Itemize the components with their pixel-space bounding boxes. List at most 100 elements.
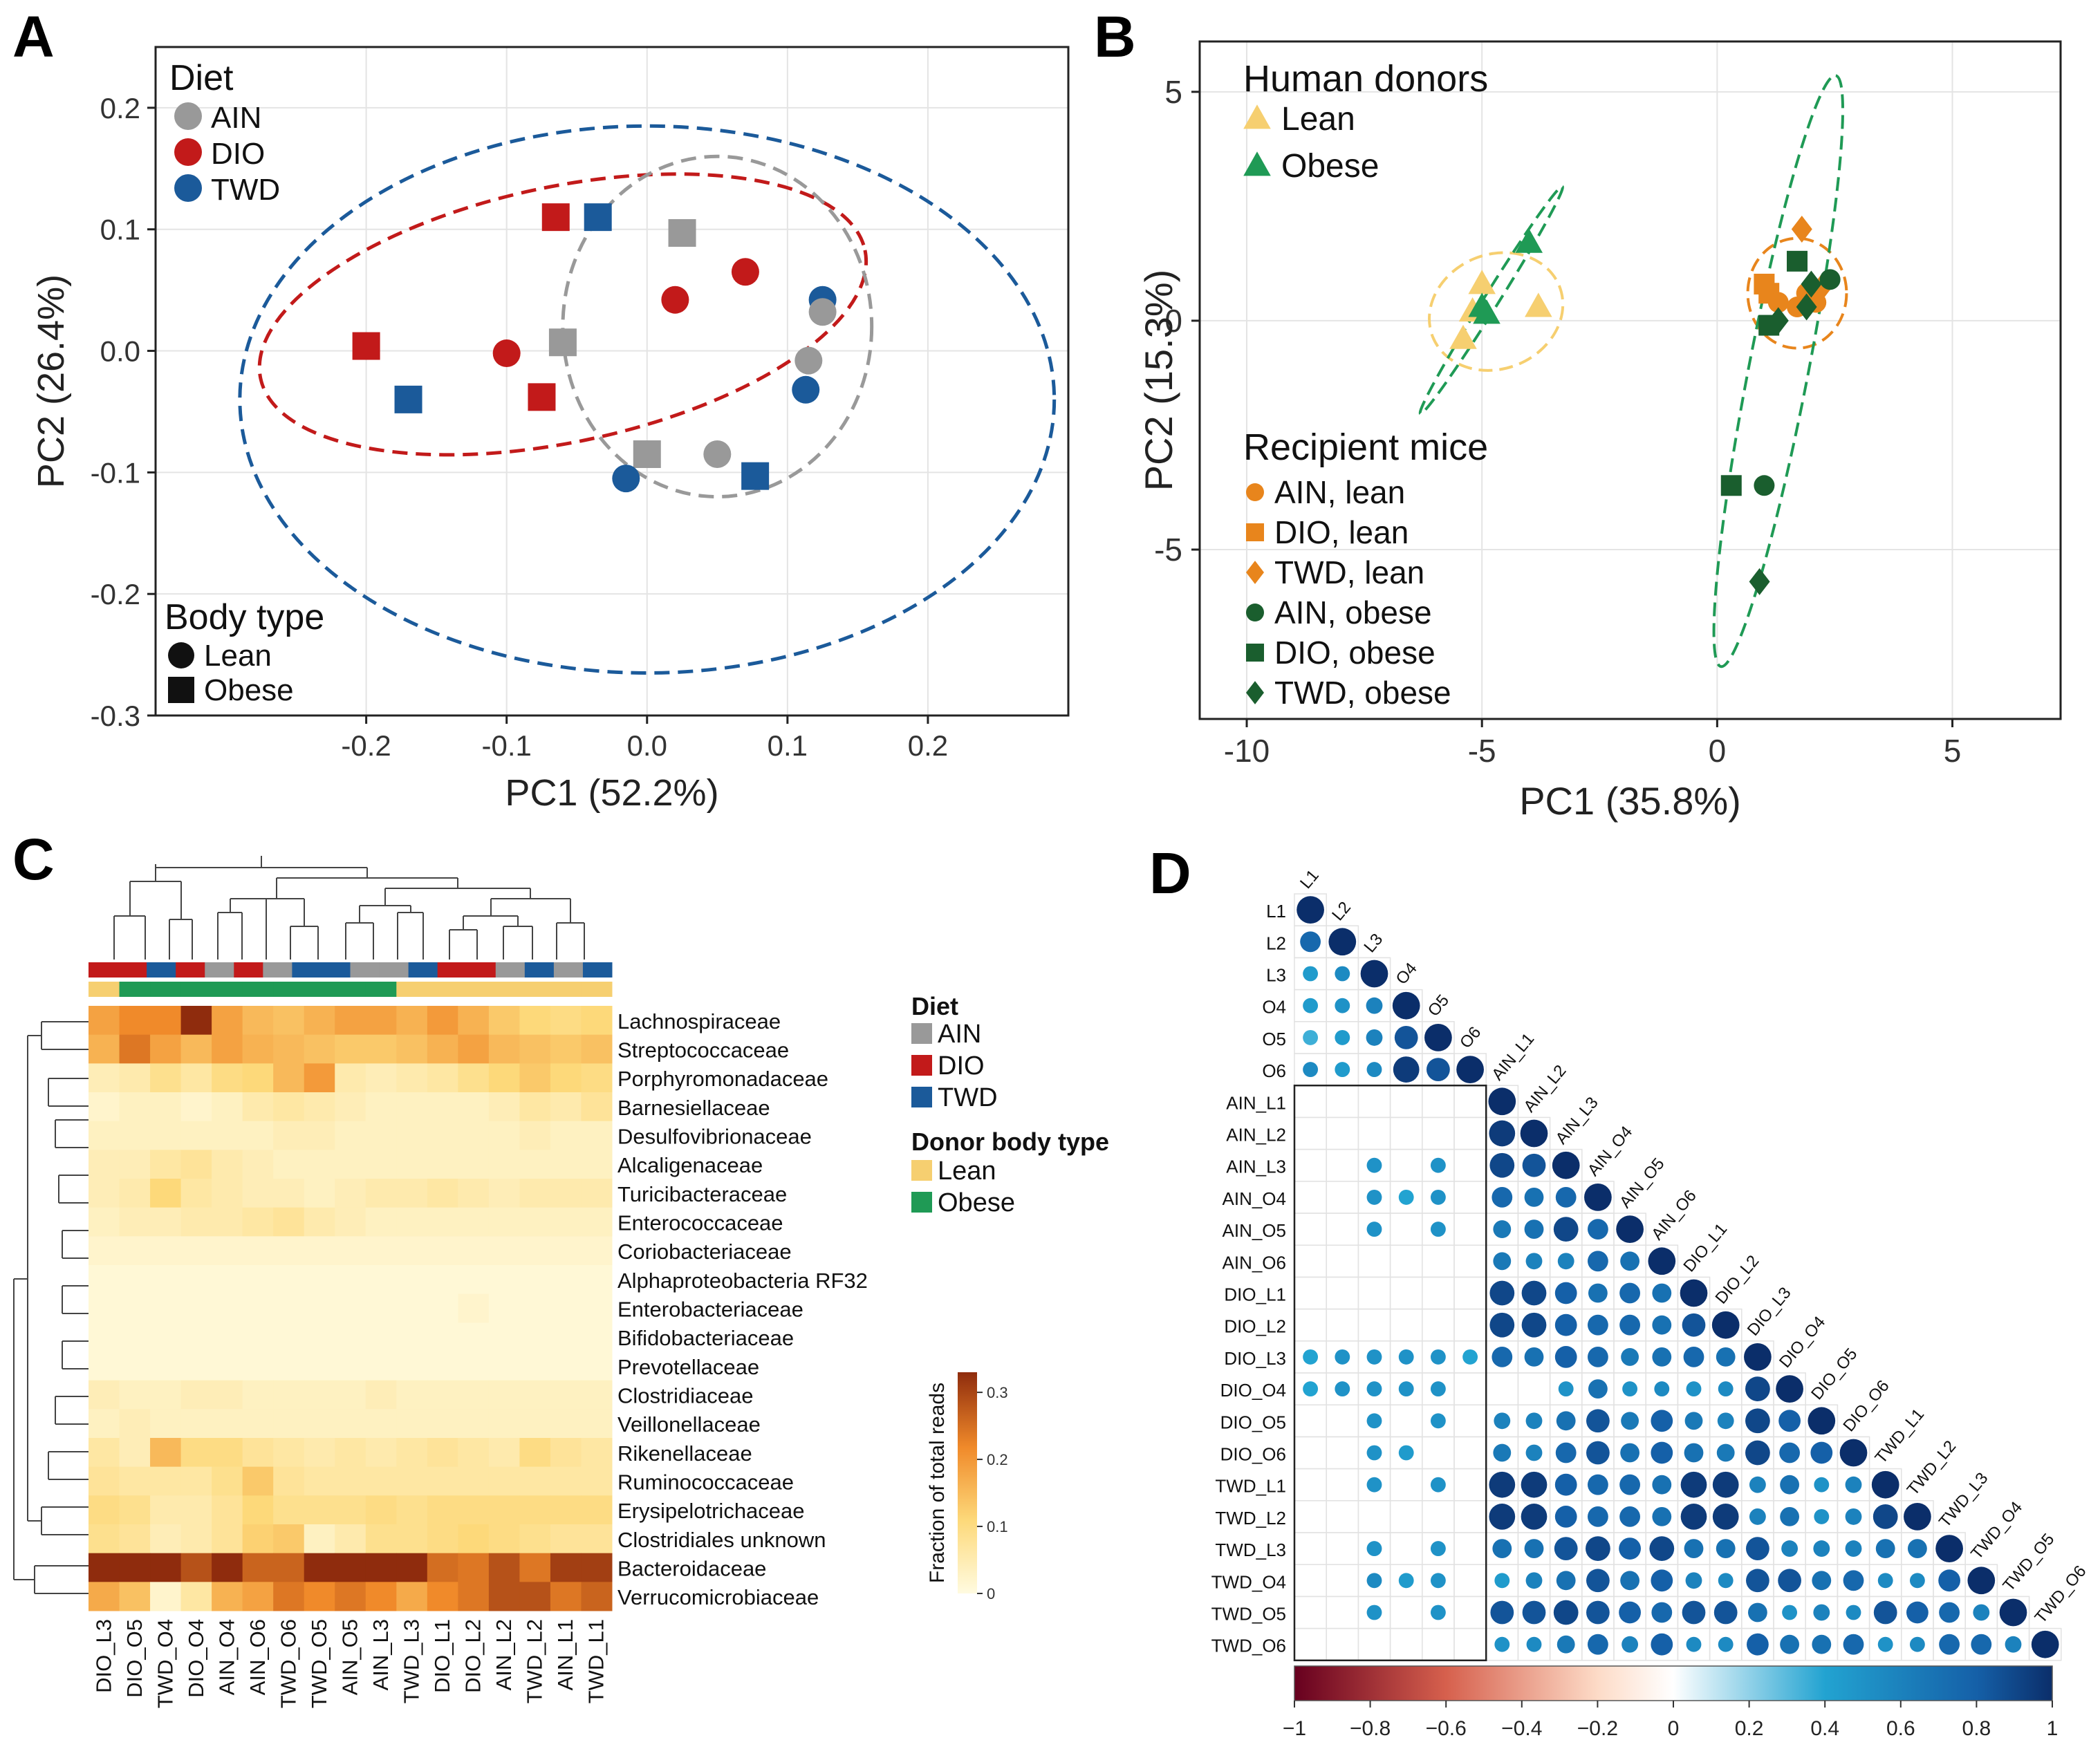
c-heatmap-cell [89, 1034, 120, 1064]
c-heatmap-cell [335, 1495, 366, 1525]
c-heatmap-cell [242, 1063, 274, 1093]
d-colorbar-tick-label: −0.4 [1501, 1717, 1542, 1740]
c-heatmap-cell [550, 1006, 582, 1036]
c-heatmap-cell [304, 1582, 335, 1611]
d-colorbar [1294, 1665, 2053, 1701]
c-heatmap-cell [458, 1409, 490, 1439]
c-heatmap-cell [519, 1006, 551, 1036]
d-corr-circle [1717, 1412, 1734, 1430]
d-corr-circle [1398, 1573, 1414, 1589]
b-point [1791, 215, 1812, 243]
c-heatmap-cell [550, 1495, 582, 1525]
c-heatmap-cell [488, 1352, 520, 1381]
c-heatmap-cell [519, 1179, 551, 1208]
d-corr-circle [1525, 1444, 1543, 1461]
a-legend-body-label: Lean [204, 639, 272, 673]
c-heatmap-cell [180, 1006, 212, 1036]
a-point-ain [668, 219, 696, 247]
c-heatmap-cell [212, 1265, 243, 1295]
c-heatmap-cell [581, 1553, 613, 1582]
d-corr-circle [1877, 1573, 1893, 1589]
c-heatmap-cell [242, 1409, 274, 1439]
c-heatmap-cell [581, 1495, 613, 1525]
c-donor-bar [180, 982, 212, 997]
d-corr-circle [1303, 1349, 1319, 1365]
a-point-dio [541, 203, 570, 232]
c-heatmap-cell [89, 1236, 120, 1266]
d-col-label: AIN_O4 [1584, 1123, 1637, 1180]
c-heatmap-cell [488, 1466, 520, 1496]
c-legend-diet-label: DIO [938, 1051, 985, 1081]
c-heatmap-cell [273, 1524, 305, 1554]
c-heatmap-cell [365, 1150, 397, 1179]
a-y-axis-title: PC2 (26.4%) [30, 274, 72, 488]
c-heatmap-cell [396, 1063, 428, 1093]
d-cell [1294, 1181, 1327, 1214]
c-heatmap-cell [581, 1265, 613, 1295]
d-cell [1453, 1564, 1487, 1598]
c-heatmap-cell [488, 1265, 520, 1295]
c-heatmap-cell [581, 1092, 613, 1122]
c-heatmap-cell [304, 1380, 335, 1410]
c-row-label: Porphyromonadaceae [617, 1067, 828, 1091]
d-corr-circle [1393, 1056, 1420, 1083]
panel-b-frame [1198, 40, 2062, 720]
c-diet-bar [379, 962, 409, 978]
c-heatmap-cell [242, 1121, 274, 1150]
c-heatmap-cell [550, 1121, 582, 1150]
c-heatmap-cell [242, 1034, 274, 1064]
c-heatmap-cell [212, 1150, 243, 1179]
d-corr-circle [1909, 1573, 1925, 1589]
c-heatmap-cell [488, 1092, 520, 1122]
c-heatmap-cell [550, 1236, 582, 1266]
c-row-label: Enterobacteriaceae [617, 1298, 803, 1322]
c-row-label: Veillonellaceae [617, 1412, 761, 1437]
d-corr-circle [1398, 1349, 1414, 1365]
b-legend-donor-label: Obese [1281, 148, 1379, 185]
d-cell [1453, 1627, 1487, 1661]
d-corr-circle [1335, 1029, 1350, 1045]
d-corr-circle [1553, 1600, 1579, 1625]
d-cell [1357, 1116, 1391, 1150]
d-row-label: TWD_O4 [1211, 1571, 1286, 1592]
d-cell [1389, 1596, 1423, 1629]
c-heatmap-cell [396, 1409, 428, 1439]
c-heatmap-cell [581, 1034, 613, 1064]
d-cell [1294, 1276, 1327, 1310]
d-corr-circle [1366, 1477, 1382, 1493]
c-heatmap-cell [458, 1121, 490, 1150]
c-heatmap-cell [488, 1524, 520, 1554]
c-heatmap-cell [273, 1380, 305, 1410]
d-cell [1326, 1116, 1359, 1150]
c-donor-bar [304, 982, 335, 997]
d-row-label: AIN_O6 [1223, 1252, 1287, 1273]
d-corr-circle [1846, 1605, 1861, 1620]
a-point-ain [703, 440, 732, 468]
c-heatmap-cell [396, 1034, 428, 1064]
b-legend-donor-swatch [1243, 151, 1271, 176]
c-heatmap-cell [212, 1207, 243, 1237]
d-corr-circle [1524, 1539, 1544, 1559]
c-row-label: Clostridiales unknown [617, 1528, 826, 1552]
c-heatmap-cell [242, 1092, 274, 1122]
d-cell [1326, 1532, 1359, 1565]
d-col-label: TWD_O4 [1967, 1498, 2026, 1563]
d-corr-circle [1554, 1282, 1577, 1304]
a-point-twd [612, 465, 640, 493]
c-heatmap-cell [212, 1034, 243, 1064]
d-corr-circle [1586, 1536, 1610, 1561]
c-heatmap-cell [427, 1121, 458, 1150]
c-heatmap-cell [273, 1582, 305, 1611]
c-diet-bar [263, 962, 292, 978]
c-heatmap-cell [119, 1409, 151, 1439]
d-row-label: TWD_O6 [1211, 1636, 1286, 1656]
c-heatmap-cell [458, 1006, 490, 1036]
d-cell [1453, 1085, 1487, 1119]
c-heatmap-cell [212, 1293, 243, 1323]
d-cell [1389, 1468, 1423, 1502]
d-corr-circle [1462, 1349, 1478, 1365]
d-corr-circle [1492, 1187, 1513, 1208]
c-heatmap-cell [335, 1524, 366, 1554]
c-heatmap-cell [365, 1207, 397, 1237]
d-corr-circle [1971, 1634, 1992, 1655]
